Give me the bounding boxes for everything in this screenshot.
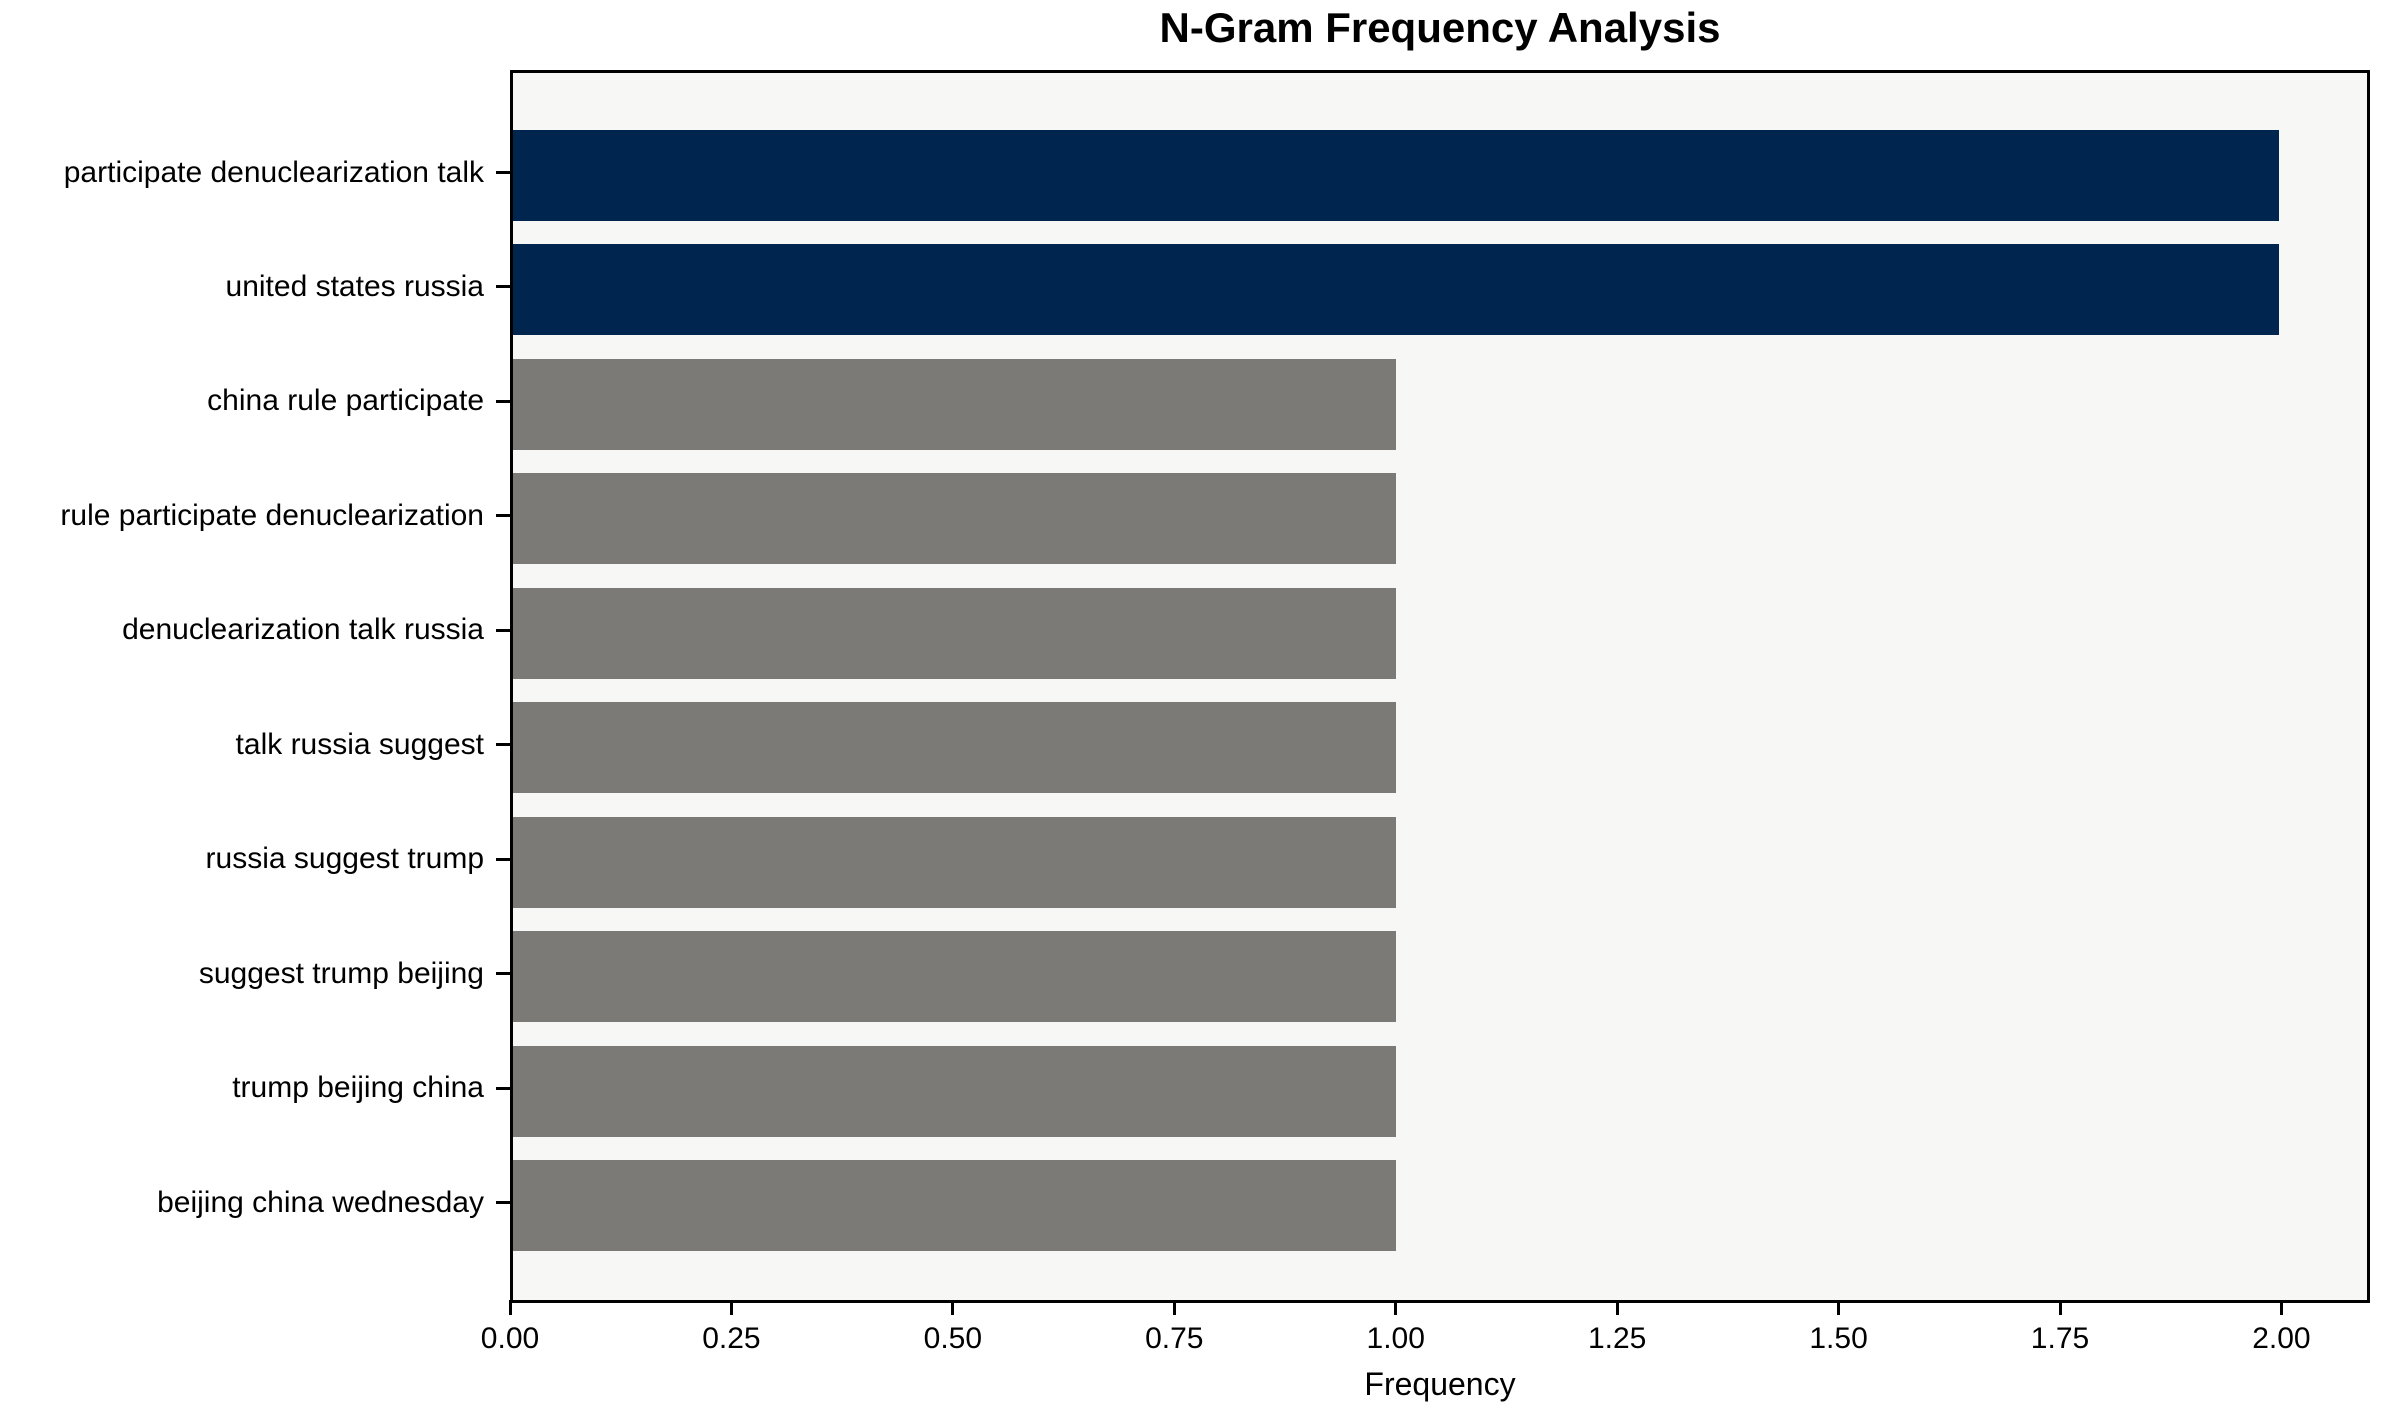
- y-tick-mark: [496, 743, 510, 747]
- x-tick-mark: [951, 1300, 955, 1315]
- x-tick-mark: [1615, 1300, 1619, 1315]
- bar-denuclearization-talk-russia: [513, 587, 1396, 679]
- x-tick-mark: [1394, 1300, 1398, 1315]
- y-tick-label: denuclearization talk russia: [122, 613, 484, 647]
- y-tick-mark: [496, 972, 510, 976]
- x-tick-label: 1.75: [2030, 1322, 2090, 1355]
- y-tick-label: trump beijing china: [232, 1071, 484, 1105]
- bar-rule-participate-denuclearization: [513, 473, 1396, 565]
- x-tick-label: 1.25: [1587, 1322, 1647, 1355]
- x-tick-label: 0.00: [480, 1322, 540, 1355]
- y-tick-mark: [496, 1201, 510, 1204]
- x-axis-label: Frequency: [1364, 1366, 1516, 1402]
- x-tick-mark: [2058, 1300, 2062, 1315]
- x-tick-label: 0.25: [702, 1322, 761, 1355]
- x-tick-mark: [508, 1300, 512, 1315]
- bar-suggest-trump-beijing: [513, 931, 1396, 1023]
- y-tick-mark: [496, 514, 510, 518]
- x-tick-mark: [1837, 1300, 1841, 1315]
- x-tick-label: 0.50: [923, 1322, 983, 1355]
- x-tick-mark: [1172, 1300, 1176, 1315]
- bar-trump-beijing-china: [513, 1045, 1396, 1137]
- y-tick-mark: [496, 1086, 510, 1090]
- x-tick-label: 1.50: [1809, 1322, 1868, 1355]
- bar-talk-russia-suggest: [513, 702, 1396, 794]
- bar-participate-denuclearization-talk: [513, 130, 2279, 221]
- y-tick-mark: [496, 628, 510, 632]
- chart-title: N-Gram Frequency Analysis: [1159, 4, 1721, 51]
- y-tick-mark: [496, 171, 510, 174]
- y-tick-mark: [496, 399, 510, 403]
- bar-russia-suggest-trump: [513, 816, 1396, 908]
- bar-united-states-russia: [513, 244, 2279, 336]
- y-tick-label: china rule participate: [207, 384, 484, 418]
- x-tick-mark: [2279, 1300, 2283, 1315]
- y-tick-label: participate denuclearization talk: [63, 155, 484, 189]
- x-tick-label: 2.00: [2252, 1322, 2311, 1355]
- x-tick-label: 1.00: [1366, 1322, 1425, 1355]
- y-tick-label: beijing china wednesday: [157, 1185, 484, 1219]
- y-tick-label: talk russia suggest: [235, 727, 484, 761]
- x-tick-label: 0.75: [1145, 1322, 1204, 1355]
- plot-area: [510, 70, 2370, 1303]
- bars-layer: [513, 130, 2367, 1251]
- y-tick-mark: [496, 285, 510, 289]
- y-tick-label: russia suggest trump: [205, 842, 484, 876]
- bar-beijing-china-wednesday: [513, 1160, 1396, 1251]
- y-tick-label: united states russia: [225, 269, 484, 303]
- y-tick-mark: [496, 857, 510, 861]
- bar-china-rule-participate: [513, 358, 1396, 450]
- y-tick-label: rule participate denuclearization: [60, 498, 484, 532]
- y-tick-label: suggest trump beijing: [198, 956, 484, 990]
- x-tick-mark: [729, 1300, 733, 1315]
